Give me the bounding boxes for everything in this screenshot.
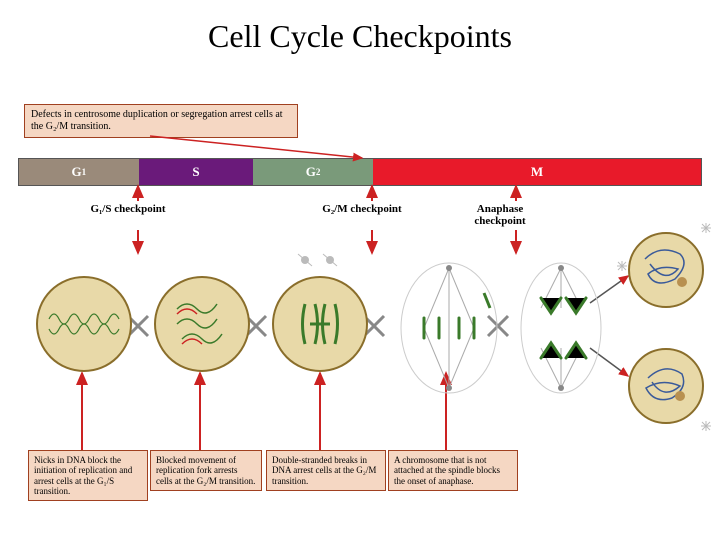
daughter-cell-bottom bbox=[628, 348, 704, 424]
centrosome-pair-icon bbox=[290, 246, 350, 274]
phase-bar: G1 S G2 M bbox=[18, 158, 702, 186]
callout-ds-breaks: Double-stranded breaks in DNA arrest cel… bbox=[266, 450, 386, 491]
phase-g1: G1 bbox=[19, 159, 139, 185]
phase-m: M bbox=[373, 159, 701, 185]
phase-g2: G2 bbox=[253, 159, 373, 185]
checkpoint-label-g2m: G₂/M checkpoint bbox=[322, 203, 402, 215]
callout-nicks-dna: Nicks in DNA block the initiation of rep… bbox=[28, 450, 148, 501]
cell-g2-dsb bbox=[272, 276, 368, 372]
cell-g1-nicks bbox=[36, 276, 132, 372]
daughter-cell-top bbox=[628, 232, 704, 308]
spindle-anaphase bbox=[516, 258, 606, 398]
cell-s-blocked-fork bbox=[154, 276, 250, 372]
callout-unattached-chrom: A chromosome that is not attached at the… bbox=[388, 450, 518, 491]
spindle-metaphase-unattached bbox=[394, 258, 504, 398]
checkpoint-label-anaphase: Anaphase checkpoint bbox=[460, 203, 540, 227]
phase-s: S bbox=[139, 159, 254, 185]
page-title: Cell Cycle Checkpoints bbox=[0, 18, 720, 55]
top-callout-centrosome: Defects in centrosome duplication or seg… bbox=[24, 104, 298, 138]
callout-blocked-fork: Blocked movement of replication fork arr… bbox=[150, 450, 262, 491]
checkpoint-label-g1s: G₁/S checkpoint bbox=[88, 203, 168, 215]
